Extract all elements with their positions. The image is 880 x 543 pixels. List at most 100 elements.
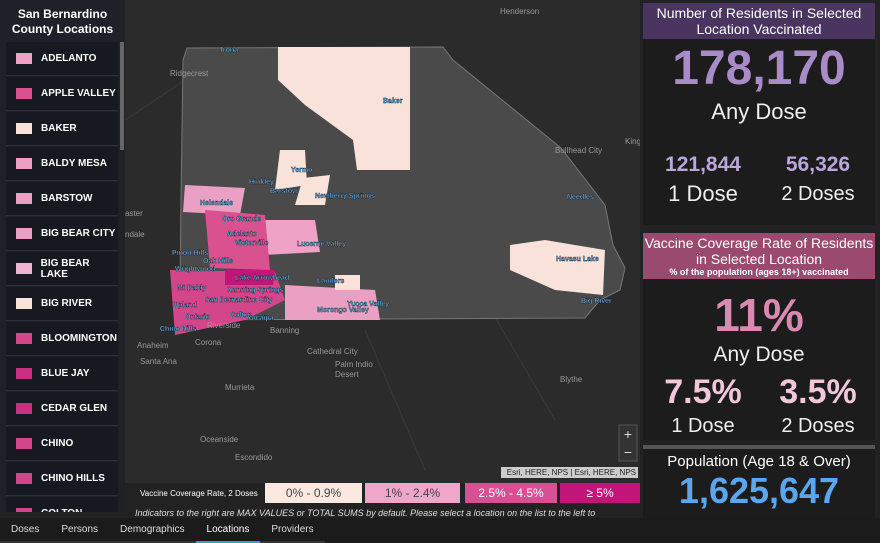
- swatch: [16, 508, 32, 512]
- panel-header: Vaccine Coverage Rate of Residents in Se…: [643, 233, 875, 279]
- region: [225, 270, 275, 285]
- location-item[interactable]: APPLE VALLEY: [6, 77, 118, 111]
- map-label: Yucca Valley: [347, 301, 389, 308]
- map-label: San Bernardino City: [205, 297, 272, 304]
- value: 121,844: [665, 153, 741, 176]
- swatch: [16, 298, 32, 309]
- tab[interactable]: Demographics: [109, 518, 196, 543]
- swatch: [16, 473, 32, 484]
- legend-item: 0% - 0.9%: [265, 483, 362, 503]
- map-label: Palm Indio: [335, 360, 373, 369]
- map-label: Banning: [270, 326, 299, 335]
- value: 7.5%: [664, 373, 742, 411]
- panel-title: Population (Age 18 & Over): [667, 453, 851, 470]
- legend-area: Vaccine Coverage Rate, 2 Doses 0% - 0.9%…: [125, 483, 640, 518]
- map-label: Yermo: [291, 167, 312, 174]
- map-label: ndale: [125, 230, 145, 239]
- location-name: COLTON: [41, 508, 82, 512]
- label: 1 Dose: [668, 181, 738, 206]
- region: [263, 220, 320, 255]
- attribution: Esri, HERE, NPS | Esri, HERE, NPS: [507, 468, 636, 477]
- swatch: [16, 158, 32, 169]
- location-name: BIG RIVER: [41, 298, 93, 309]
- map-label: Baker: [383, 98, 403, 105]
- location-item[interactable]: ADELANTO: [6, 42, 118, 76]
- map-roads: [125, 79, 556, 471]
- location-item[interactable]: CEDAR GLEN: [6, 392, 118, 426]
- location-item[interactable]: BLOOMINGTON: [6, 322, 118, 356]
- label: 2 Doses: [781, 183, 855, 205]
- map-label: Lake Arrowhead: [235, 275, 289, 282]
- scrollbar[interactable]: [120, 42, 124, 150]
- map-label: Corona: [195, 338, 222, 347]
- map-label: Adelanto: [227, 231, 257, 238]
- location-name: BAKER: [41, 123, 77, 134]
- attribution-bg: [501, 467, 638, 478]
- location-name: BLOOMINGTON: [41, 333, 117, 344]
- big-value: 11%: [714, 289, 804, 341]
- location-item[interactable]: BIG BEAR LAKE: [6, 252, 118, 286]
- location-list: San Bernardino County Locations ADELANTO…: [0, 0, 125, 512]
- location-name: BIG BEAR LAKE: [40, 257, 90, 280]
- location-name: CHINO: [41, 438, 74, 449]
- map-label: Trona: [219, 47, 238, 54]
- map-label: Ontario: [185, 314, 210, 321]
- vaccinated-panel: Number of Residents in Selected Location…: [643, 3, 875, 225]
- location-item[interactable]: BALDY MESA: [6, 147, 118, 181]
- swatch: [16, 88, 32, 99]
- map-label: Bullhead City: [555, 146, 602, 155]
- map-label: Hinkley: [249, 179, 274, 186]
- region: [510, 240, 605, 295]
- coverage-panel: Vaccine Coverage Rate of Residents in Se…: [643, 233, 875, 440]
- location-item[interactable]: BIG BEAR CITY: [6, 217, 118, 251]
- tab[interactable]: Providers: [260, 518, 325, 543]
- region: [278, 47, 410, 170]
- legend-item: 2.5% - 4.5%: [465, 483, 557, 503]
- location-item[interactable]: BIG RIVER: [6, 287, 118, 321]
- swatch: [16, 368, 32, 379]
- location-item[interactable]: BAKER: [6, 112, 118, 146]
- map-label: Oceanside: [200, 435, 239, 444]
- swatch: [16, 438, 32, 449]
- swatch: [16, 123, 32, 134]
- location-name: ADELANTO: [41, 53, 97, 64]
- big-value: 1,625,647: [678, 470, 840, 511]
- tab[interactable]: Persons: [50, 518, 110, 543]
- tab-bar: Doses Persons Demographics Locations Provide…: [0, 518, 880, 543]
- swatch: [16, 333, 32, 344]
- location-name: BLUE JAY: [41, 368, 90, 379]
- location-name: BARSTOW: [41, 193, 93, 204]
- location-item[interactable]: COLTON: [6, 497, 118, 512]
- map-label: Newberry Springs: [315, 193, 375, 200]
- tab[interactable]: Locations: [195, 518, 261, 543]
- zoom-in[interactable]: +: [624, 426, 632, 442]
- location-item[interactable]: BARSTOW: [6, 182, 118, 216]
- tab[interactable]: Doses: [0, 518, 51, 543]
- location-name: CHINO HILLS: [41, 473, 105, 484]
- label: 2 Doses: [781, 415, 855, 437]
- map-label: Pinon Hills: [172, 250, 208, 257]
- label: 1 Dose: [671, 415, 735, 437]
- location-item[interactable]: CHINO HILLS: [6, 462, 118, 496]
- location-item[interactable]: BLUE JAY: [6, 357, 118, 391]
- region: [183, 185, 245, 215]
- value: 3.5%: [779, 373, 857, 411]
- map-label: Santa Ana: [140, 357, 177, 366]
- region: [295, 175, 330, 205]
- map-label: Anaheim: [137, 341, 169, 350]
- location-name: BIG BEAR CITY: [41, 228, 116, 239]
- map-label: Colton: [230, 312, 252, 319]
- map-label: Helendale: [200, 200, 233, 207]
- location-name: APPLE VALLEY: [41, 88, 116, 99]
- zoom-out[interactable]: −: [624, 444, 632, 460]
- map-label: Riverside: [207, 321, 241, 330]
- swatch: [16, 228, 32, 239]
- map: Esri, HERE, NPS | Esri, HERE, NPS + − Tr…: [125, 0, 640, 490]
- map-label: Running Springs: [227, 287, 283, 294]
- location-item[interactable]: CHINO: [6, 427, 118, 461]
- region: [335, 275, 360, 290]
- panel-title: Vaccine Coverage Rate of Residents in Se…: [644, 235, 874, 267]
- map-label: Desert: [335, 370, 359, 379]
- legend-item: 1% - 2.4%: [365, 483, 460, 503]
